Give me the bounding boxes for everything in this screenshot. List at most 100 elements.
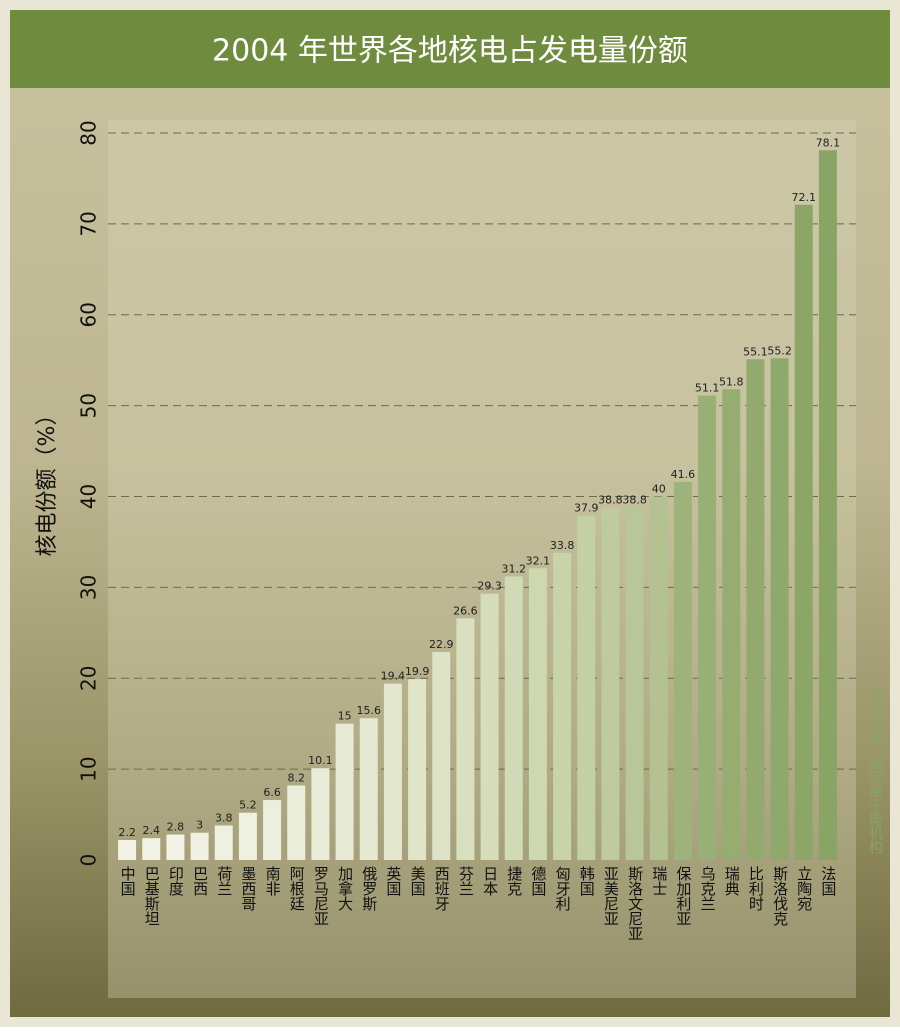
value-label: 2.4 (143, 824, 161, 837)
value-label: 31.2 (502, 562, 527, 575)
x-tick-label: 瑞士 (650, 866, 668, 896)
value-label: 40 (652, 483, 666, 496)
value-label: 51.1 (695, 382, 720, 395)
value-label: 3 (196, 819, 203, 832)
x-tick-label: 德国 (529, 865, 547, 896)
bar (698, 395, 717, 860)
y-tick-label: 70 (77, 211, 101, 236)
x-tick-label: 英国 (384, 865, 402, 896)
x-tick-label: 捷克 (505, 866, 523, 897)
value-label: 55.1 (743, 345, 768, 358)
x-tick-label: 墨西哥 (239, 866, 257, 911)
bar (166, 834, 185, 860)
value-label: 37.9 (574, 502, 599, 515)
value-label: 29.3 (477, 580, 502, 593)
bar (746, 359, 765, 860)
x-tick-label: 巴基斯坦 (143, 866, 161, 926)
value-label: 22.9 (429, 638, 454, 651)
y-tick-label: 80 (77, 120, 101, 145)
y-tick-label: 20 (77, 666, 101, 691)
x-tick-label: 韩国 (578, 866, 596, 896)
x-tick-label: 中国 (119, 866, 137, 896)
y-tick-label: 50 (77, 393, 101, 418)
bar (649, 496, 668, 860)
bar (311, 768, 330, 860)
bar (359, 718, 378, 860)
value-label: 10.1 (308, 754, 333, 767)
x-tick-label: 巴西 (191, 866, 209, 896)
y-tick-label: 60 (77, 302, 101, 327)
value-label: 78.1 (816, 136, 841, 149)
bar (601, 507, 620, 860)
x-tick-label: 斯洛伐克 (771, 866, 789, 927)
x-tick-label: 立陶宛 (795, 866, 813, 912)
bar (625, 507, 644, 860)
bar (263, 800, 282, 860)
x-tick-label: 瑞典 (723, 866, 741, 896)
x-tick-label: 西班牙 (433, 866, 451, 912)
x-tick-label: 斯洛文尼亚 (626, 866, 644, 941)
value-label: 32.1 (526, 554, 551, 567)
bar (818, 150, 837, 861)
bar (794, 204, 813, 860)
x-tick-label: 印度 (167, 866, 185, 896)
y-tick-label: 30 (77, 575, 101, 600)
value-label: 2.2 (118, 826, 136, 839)
bar (214, 825, 233, 860)
x-tick-label: 亚美尼亚 (602, 866, 620, 926)
value-label: 33.8 (550, 539, 575, 552)
x-tick-label: 日本 (481, 866, 499, 896)
y-axis-label: 核电份额（%） (35, 404, 60, 557)
bar (528, 568, 547, 860)
bar (190, 832, 209, 860)
bar (456, 618, 475, 860)
x-tick-label: 匈牙利 (554, 866, 572, 911)
bar (238, 812, 257, 860)
value-label: 8.2 (288, 771, 306, 784)
value-label: 72.1 (792, 191, 817, 204)
value-label: 41.6 (671, 468, 696, 481)
value-label: 15.6 (357, 704, 382, 717)
x-tick-label: 美国 (409, 866, 427, 896)
x-tick-label: 比利时 (747, 866, 765, 911)
value-label: 3.8 (215, 811, 233, 824)
value-label: 51.8 (719, 375, 744, 388)
bar (118, 840, 137, 860)
x-tick-label: 芬兰 (457, 866, 475, 896)
bar (722, 389, 741, 860)
bar (553, 552, 572, 860)
x-tick-label: 荷兰 (215, 866, 233, 896)
x-tick-label: 南非 (264, 866, 282, 896)
bar (408, 679, 427, 860)
x-tick-label: 保加利亚 (674, 866, 692, 926)
bar (770, 358, 789, 860)
x-tick-label: 俄罗斯 (360, 866, 378, 912)
value-label: 38.8 (622, 493, 647, 506)
value-label: 19.9 (405, 665, 430, 678)
value-label: 6.6 (263, 786, 281, 799)
bar (335, 723, 354, 860)
x-tick-label: 法国 (819, 866, 837, 896)
value-label: 15 (338, 710, 352, 723)
y-tick-label: 0 (77, 854, 101, 867)
bar (577, 515, 596, 860)
bar (480, 593, 499, 860)
bar (142, 838, 161, 860)
bar (287, 785, 306, 860)
header (10, 10, 890, 88)
value-label: 2.8 (167, 821, 185, 834)
value-label: 55.2 (767, 344, 792, 357)
x-tick-label: 阿根廷 (288, 866, 306, 911)
value-label: 38.8 (598, 493, 623, 506)
x-tick-label: 罗马尼亚 (312, 866, 330, 926)
y-tick-label: 40 (77, 484, 101, 509)
value-label: 19.4 (381, 670, 406, 683)
bar (432, 651, 451, 860)
source-note: 资料来源：国际原子能机构 (867, 686, 883, 855)
bar (383, 683, 402, 860)
x-tick-label: 乌克兰 (699, 866, 717, 911)
value-label: 26.6 (453, 604, 478, 617)
x-tick-label: 加拿大 (336, 866, 354, 911)
